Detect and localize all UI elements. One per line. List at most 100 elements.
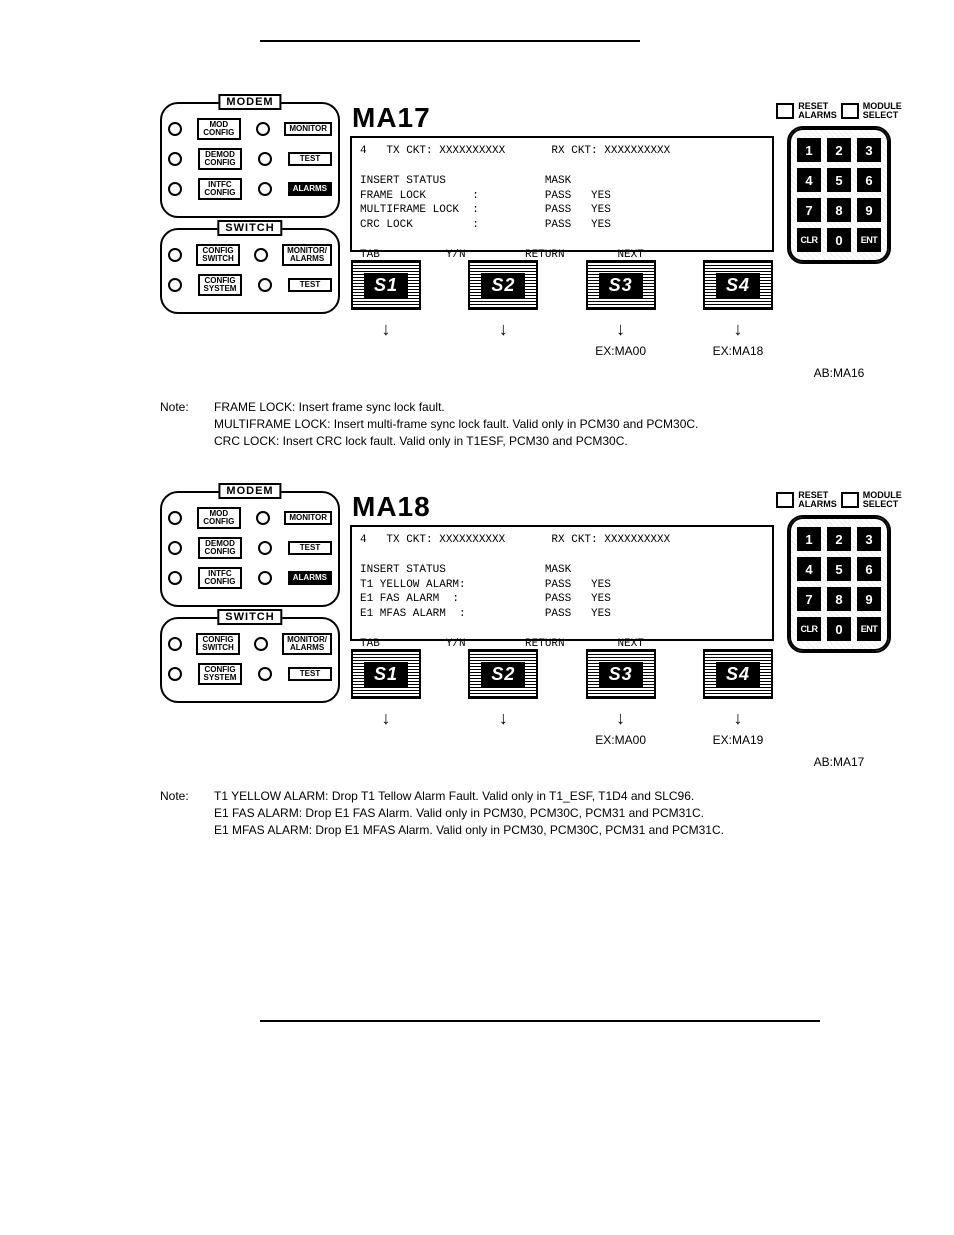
switch-btn-right[interactable]: TEST: [288, 278, 332, 292]
keypad-key-9[interactable]: 9: [857, 198, 881, 222]
ab-label: AB:MA17: [814, 755, 865, 769]
display-screen: 4 TX CKT: XXXXXXXXXX RX CKT: XXXXXXXXXX …: [350, 525, 774, 641]
soft-button-S1[interactable]: S1: [351, 260, 421, 310]
modem-btn-right[interactable]: ALARMS: [288, 571, 332, 585]
tiny-box-icon: [841, 103, 859, 119]
modem-box-label: MODEM: [218, 94, 281, 110]
keypad-key-5[interactable]: 5: [827, 168, 851, 192]
panel-row: MODEMMODCONFIGMONITORDEMODCONFIGTESTINTF…: [160, 102, 894, 380]
switch-btn-left[interactable]: CONFIGSWITCH: [196, 244, 240, 266]
display-screen: 4 TX CKT: XXXXXXXXXX RX CKT: XXXXXXXXXX …: [350, 136, 774, 252]
soft-button-label: S3: [599, 662, 643, 687]
modem-btn-left[interactable]: MODCONFIG: [197, 118, 241, 140]
keypad-key-3[interactable]: 3: [857, 527, 881, 551]
keypad-key-8[interactable]: 8: [827, 587, 851, 611]
left-panel: MODEMMODCONFIGMONITORDEMODCONFIGTESTINTF…: [160, 102, 340, 314]
soft-button-S3[interactable]: S3: [586, 649, 656, 699]
func-cell: S4↓EX:MA19: [702, 649, 774, 747]
keypad-key-4[interactable]: 4: [797, 168, 821, 192]
modem-btn-right[interactable]: TEST: [288, 152, 332, 166]
switch-btn-left[interactable]: CONFIGSWITCH: [196, 633, 240, 655]
arrow-down-icon: ↓: [616, 709, 625, 727]
switch-row: CONFIGSYSTEM TEST: [168, 274, 332, 296]
modem-btn-left[interactable]: MODCONFIG: [197, 507, 241, 529]
keypad-key-0[interactable]: 0: [827, 228, 851, 252]
section-title: MA17: [352, 102, 774, 134]
modem-btn-right[interactable]: MONITOR: [284, 511, 332, 525]
arrow-down-icon: ↓: [733, 709, 742, 727]
keypad-key-CLR[interactable]: CLR: [797, 228, 821, 252]
keypad-key-6[interactable]: 6: [857, 557, 881, 581]
led-icon: [168, 248, 182, 262]
modem-btn-right[interactable]: MONITOR: [284, 122, 332, 136]
arrow-down-icon: ↓: [382, 320, 391, 338]
note-label: Note:: [160, 789, 200, 840]
modem-btn-left[interactable]: INTFCCONFIG: [198, 567, 242, 589]
keypad-key-2[interactable]: 2: [827, 138, 851, 162]
modem-btn-left[interactable]: INTFCCONFIG: [198, 178, 242, 200]
keypad-key-7[interactable]: 7: [797, 198, 821, 222]
keypad-key-3[interactable]: 3: [857, 138, 881, 162]
func-row: S1↓S2↓S3↓EX:MA00S4↓EX:MA19: [350, 649, 774, 747]
switch-btn-left[interactable]: CONFIGSYSTEM: [198, 663, 242, 685]
keypad-key-ENT[interactable]: ENT: [857, 228, 881, 252]
led-icon: [258, 541, 272, 555]
switch-btn-right[interactable]: MONITOR/ALARMS: [282, 633, 332, 655]
modem-row: DEMODCONFIG TEST: [168, 537, 332, 559]
keypad: 123 456 789 CLR0ENT: [787, 515, 891, 653]
keypad-key-1[interactable]: 1: [797, 527, 821, 551]
soft-button-S4[interactable]: S4: [703, 260, 773, 310]
tiny-labels: RESETALARMSMODULESELECT: [776, 102, 902, 120]
keypad-key-9[interactable]: 9: [857, 587, 881, 611]
keypad: 123 456 789 CLR0ENT: [787, 126, 891, 264]
arrow-down-icon: ↓: [382, 709, 391, 727]
modem-btn-right[interactable]: ALARMS: [288, 182, 332, 196]
ex-label: EX:MA00: [595, 344, 646, 358]
func-cell: S2↓: [467, 649, 539, 747]
modem-btn-left[interactable]: DEMODCONFIG: [198, 537, 242, 559]
keypad-key-1[interactable]: 1: [797, 138, 821, 162]
note-label: Note:: [160, 400, 200, 451]
arrow-down-icon: ↓: [733, 320, 742, 338]
tiny-box-icon: [841, 492, 859, 508]
switch-btn-right[interactable]: MONITOR/ALARMS: [282, 244, 332, 266]
modem-row: INTFCCONFIG ALARMS: [168, 567, 332, 589]
led-icon: [168, 278, 182, 292]
led-icon: [256, 122, 270, 136]
note-block: Note:FRAME LOCK: Insert frame sync lock …: [160, 400, 894, 451]
soft-button-S2[interactable]: S2: [468, 260, 538, 310]
soft-button-S3[interactable]: S3: [586, 260, 656, 310]
keypad-key-ENT[interactable]: ENT: [857, 617, 881, 641]
keypad-key-4[interactable]: 4: [797, 557, 821, 581]
func-cell: S3 ↓ EX:MA00: [585, 260, 657, 358]
switch-btn-left[interactable]: CONFIGSYSTEM: [198, 274, 242, 296]
right-panel: RESETALARMSMODULESELECT123456789CLR0ENTA…: [784, 491, 894, 769]
modem-row: MODCONFIG MONITOR: [168, 118, 332, 140]
switch-box: SWITCHCONFIGSWITCHMONITOR/ALARMSCONFIGSY…: [160, 228, 340, 314]
led-icon: [258, 571, 272, 585]
soft-button-S2[interactable]: S2: [468, 649, 538, 699]
keypad-key-0[interactable]: 0: [827, 617, 851, 641]
soft-button-S1[interactable]: S1: [351, 649, 421, 699]
keypad-key-CLR[interactable]: CLR: [797, 617, 821, 641]
soft-button-label: S1: [364, 662, 408, 687]
section-title: MA18: [352, 491, 774, 523]
keypad-key-5[interactable]: 5: [827, 557, 851, 581]
led-icon: [168, 541, 182, 555]
soft-button-S4[interactable]: S4: [703, 649, 773, 699]
ex-label: EX:MA00: [595, 733, 646, 747]
soft-button-label: S2: [481, 273, 525, 298]
keypad-key-8[interactable]: 8: [827, 198, 851, 222]
switch-btn-right[interactable]: TEST: [288, 667, 332, 681]
func-row: S1↓S2↓S3↓EX:MA00S4↓EX:MA18: [350, 260, 774, 358]
tiny-text: RESETALARMS: [798, 102, 837, 120]
modem-btn-left[interactable]: DEMODCONFIG: [198, 148, 242, 170]
soft-button-label: S4: [716, 662, 760, 687]
modem-btn-right[interactable]: TEST: [288, 541, 332, 555]
keypad-key-6[interactable]: 6: [857, 168, 881, 192]
keypad-key-2[interactable]: 2: [827, 527, 851, 551]
panel-row: MODEMMODCONFIGMONITORDEMODCONFIGTESTINTF…: [160, 491, 894, 769]
keypad-key-7[interactable]: 7: [797, 587, 821, 611]
modem-box: MODEMMODCONFIGMONITORDEMODCONFIGTESTINTF…: [160, 491, 340, 607]
arrow-down-icon: ↓: [616, 320, 625, 338]
